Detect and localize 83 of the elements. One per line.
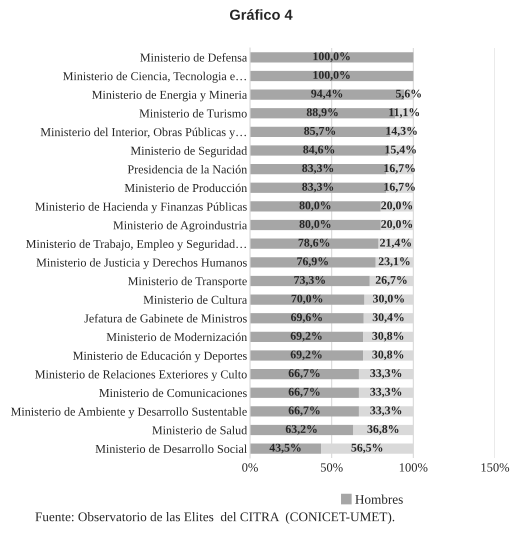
y-tick-label: Ministerio de Relaciones Exteriores y Culto [35,370,247,381]
data-label: 21,4% [380,238,411,248]
source-note: Fuente: Observatorio de las Elites del CITRA (CONICET-UMET). [35,512,394,524]
bar [250,388,359,398]
bar [250,182,386,193]
y-tick-label: Ministerio de Desarrollo Social [96,444,247,453]
data-label: 73,3% [294,276,325,286]
x-tick-label: 150% [482,463,510,472]
data-label: 83,3% [302,182,334,192]
bar [250,52,414,62]
bar [250,369,359,380]
x-tick-label: 0% [242,463,258,472]
data-label: 85,7% [304,126,336,137]
data-label: 100,0% [313,70,350,81]
bar [250,70,414,82]
data-label: 16,7% [384,164,415,174]
y-tick-label: Ministerio de Transporte [128,276,247,288]
chart-title: Gráfico 4 [230,9,293,20]
data-label: 69,2% [290,350,322,360]
data-label: 56,5% [351,444,382,454]
y-tick-label: Ministerio de Seguridad [130,146,248,158]
data-label: 43,5% [269,444,301,454]
data-label: 66,7% [288,388,320,398]
x-tick-label: 100% [400,463,428,472]
data-label: 88,9% [306,108,338,118]
y-tick-label: Ministerio de Agroindustria [113,220,248,232]
y-tick-label: Ministerio de Educación y Deportes [73,351,247,362]
y-tick-label: Ministerio de Energia y Mineria [92,90,248,102]
bar [250,238,378,249]
bar [250,294,364,305]
data-label: 100,0% [313,52,350,62]
y-tick-label: Ministerio de Turismo [139,109,247,118]
data-label: 26,7% [376,276,407,286]
y-tick-label: Ministerio de Comunicaciones [99,388,247,398]
data-label: 20,0% [381,201,412,212]
bar [250,257,376,268]
bar [250,313,364,324]
bar [250,444,322,454]
data-label: 30,8% [372,332,404,342]
data-label: 16,7% [384,182,415,192]
y-tick-label: Ministerio del Interior, Obras Públicas y… [40,128,246,139]
data-label: 78,6% [298,238,330,248]
data-label: 30,8% [372,350,404,360]
y-tick-label: Ministerio de Cultura [144,295,248,304]
data-label: 30,0% [373,294,404,304]
data-label: 15,4% [385,145,416,156]
data-label: 14,3% [386,126,417,137]
bar [250,276,370,286]
data-label: 69,2% [290,332,322,342]
x-tick-label: 50% [320,463,343,472]
y-tick-label: Ministerio de Salud [152,426,248,434]
data-label: 80,0% [299,201,330,212]
y-tick-label: Jefatura de Gabinete de Ministros [84,314,247,323]
data-label: 66,7% [288,369,320,379]
data-label: 94,4% [311,90,342,100]
data-label: 84,6% [303,145,334,156]
data-label: 33,3% [370,388,402,398]
legend-label: Hombres [355,494,403,504]
data-label: 83,3% [302,164,334,174]
data-label: 11,1% [389,108,420,118]
data-label: 76,9% [297,257,328,267]
y-tick-label: Ministerio de Modernización [106,332,248,342]
y-tick-label: Ministerio de Hacienda y Finanzas Públicas [35,202,247,214]
data-label: 70,0% [292,294,322,304]
data-label: 33,3% [370,406,402,416]
bar [250,332,364,342]
y-tick-label: Presidencia de la Nación [128,164,248,174]
data-label: 5,6% [396,90,421,100]
y-tick-label: Ministerio de Trabajo, Empleo y Seguridad… [26,239,246,250]
data-label: 63,2% [286,425,317,435]
data-label: 23,1% [378,257,410,267]
y-tick-label: Ministerio de Defensa [140,53,248,62]
data-label: 20,0% [381,220,412,230]
data-label: 66,7% [288,406,320,416]
data-label: 69,6% [291,313,322,323]
y-tick-label: Ministerio de Ambiente y Desarrollo Sustentable [10,407,247,418]
y-tick-label: Ministerio de Justicia y Derechos Humanos [36,258,247,270]
data-label: 30,4% [372,313,404,323]
data-label: 33,3% [370,369,402,379]
data-label: 36,8% [367,425,398,435]
y-tick-label: Ministerio de Producción [124,184,248,192]
y-tick-label: Ministerio de Ciencia, Tecnologia e… [63,72,246,83]
data-label: 80,0% [299,220,330,230]
